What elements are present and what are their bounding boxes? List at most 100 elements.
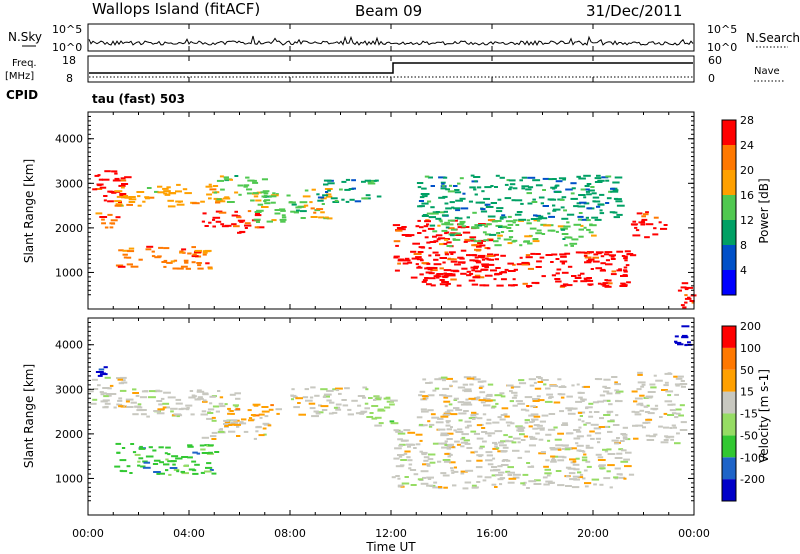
data-cell <box>499 477 506 480</box>
data-cell <box>611 270 617 273</box>
data-cell <box>570 244 574 247</box>
data-cell <box>104 402 111 405</box>
data-cell <box>288 201 296 204</box>
data-cell <box>205 262 210 265</box>
data-cell <box>623 458 630 461</box>
data-cell <box>614 442 620 445</box>
data-cell <box>441 223 449 226</box>
data-cell <box>136 409 144 412</box>
data-cell <box>429 381 433 384</box>
data-cell <box>681 336 689 339</box>
data-cell <box>575 457 580 460</box>
data-cell <box>595 453 602 456</box>
data-cell <box>626 281 631 284</box>
data-cell <box>243 185 248 188</box>
data-cell <box>246 192 252 195</box>
data-cell <box>164 452 168 455</box>
data-cell <box>639 394 645 397</box>
data-cell <box>518 379 525 382</box>
data-cell <box>423 459 429 462</box>
data-cell <box>461 436 466 439</box>
data-cell <box>539 217 548 220</box>
data-cell <box>637 373 643 376</box>
data-cell <box>270 201 276 204</box>
beam-title: Beam 09 <box>355 2 422 20</box>
data-cell <box>105 393 112 395</box>
data-cell <box>318 216 325 219</box>
data-cell <box>594 177 602 180</box>
data-cell <box>466 274 472 277</box>
data-cell <box>524 235 532 238</box>
data-cell <box>224 197 231 200</box>
data-cell <box>499 444 507 447</box>
data-cell <box>459 197 466 200</box>
data-cell <box>487 215 496 218</box>
data-cell <box>453 185 458 187</box>
data-cell <box>523 240 530 243</box>
data-cell <box>542 177 550 180</box>
data-cell <box>197 264 202 267</box>
data-cell <box>464 390 472 393</box>
data-cell <box>552 178 557 180</box>
data-cell <box>545 459 550 462</box>
data-cell <box>510 422 515 425</box>
data-cell <box>527 202 533 205</box>
data-cell <box>109 226 114 229</box>
data-cell <box>483 284 490 287</box>
data-cell <box>439 257 447 259</box>
data-cell <box>512 385 521 388</box>
data-cell <box>239 230 246 233</box>
data-cell <box>472 211 477 214</box>
data-cell <box>153 471 161 473</box>
data-cell <box>435 234 443 237</box>
data-cell <box>620 433 626 435</box>
data-cell <box>634 226 638 229</box>
data-cell <box>144 196 150 199</box>
data-cell <box>533 214 538 217</box>
y-tick-label: 1000 <box>55 266 83 279</box>
data-cell <box>551 481 555 484</box>
data-cell <box>111 222 116 225</box>
data-cell <box>341 399 347 401</box>
data-cell <box>438 486 443 488</box>
data-cell <box>373 395 380 398</box>
data-cell <box>473 188 477 191</box>
data-cell <box>136 191 145 193</box>
data-cell <box>500 231 505 233</box>
data-cell <box>526 219 531 222</box>
data-cell <box>436 238 441 241</box>
data-cell <box>494 273 500 276</box>
data-cell <box>532 398 540 400</box>
data-cell <box>361 180 366 183</box>
velocity-heatmap <box>88 325 693 490</box>
data-cell <box>603 378 611 381</box>
data-cell <box>659 416 663 418</box>
data-cell <box>443 400 451 403</box>
colorbar-segment <box>722 347 736 370</box>
data-cell <box>132 392 139 394</box>
data-cell <box>128 198 137 201</box>
data-cell <box>441 184 446 187</box>
data-cell <box>450 467 454 470</box>
data-cell <box>443 176 448 179</box>
data-cell <box>245 176 250 179</box>
data-cell <box>209 402 213 405</box>
data-cell <box>330 197 338 200</box>
data-cell <box>490 185 494 187</box>
data-cell <box>490 269 497 272</box>
data-cell <box>542 476 548 479</box>
data-cell <box>104 376 111 379</box>
data-cell <box>608 403 613 406</box>
data-cell <box>95 188 103 190</box>
data-cell <box>426 283 432 286</box>
data-cell <box>643 405 649 408</box>
data-cell <box>578 212 583 214</box>
data-cell <box>447 190 455 193</box>
data-cell <box>618 448 624 451</box>
colorbar-segment <box>722 220 736 245</box>
data-cell <box>531 201 538 203</box>
data-cell <box>290 210 296 213</box>
data-cell <box>438 176 446 179</box>
data-cell <box>535 282 540 285</box>
data-cell <box>567 412 576 415</box>
